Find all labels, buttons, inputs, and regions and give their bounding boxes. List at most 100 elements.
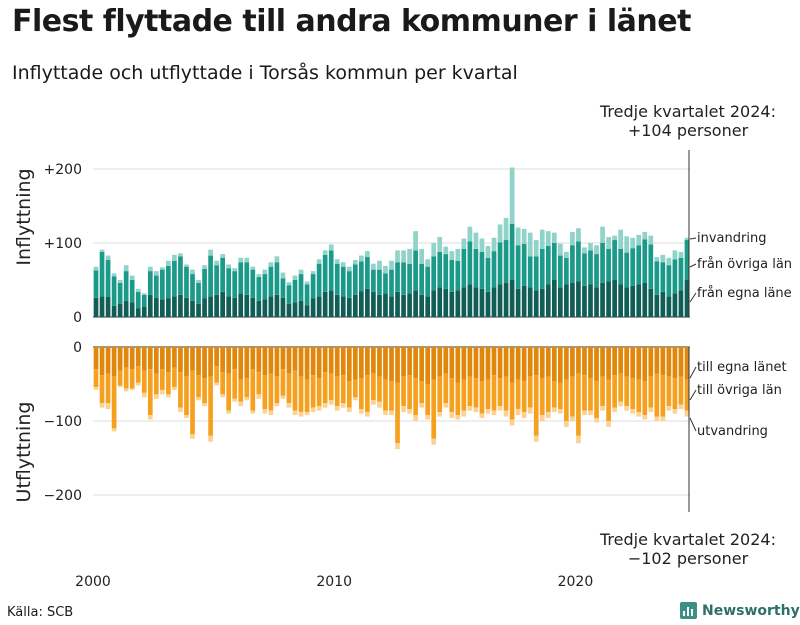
outflow-bar — [298, 412, 304, 417]
inflow-bar — [606, 281, 611, 317]
inflow-bar — [250, 266, 256, 270]
outflow-bar — [455, 382, 461, 416]
inflow-bar — [672, 293, 678, 317]
inflow-bar — [642, 231, 648, 240]
outflow-bar — [666, 406, 672, 411]
outflow-bar — [419, 403, 424, 408]
inflow-bar — [491, 251, 497, 288]
inflow-bar — [352, 294, 358, 317]
outflow-bar — [401, 347, 406, 377]
outflow-bar — [413, 347, 418, 379]
outflow-bar — [190, 370, 195, 435]
outflow-bar — [220, 372, 225, 395]
inflow-bar — [334, 263, 340, 295]
outflow-bar — [190, 347, 195, 371]
outflow-bar — [208, 376, 213, 436]
inflow-bar — [551, 280, 557, 317]
outflow-bar — [286, 373, 292, 404]
inflow-bar — [401, 250, 406, 263]
inflow-bar — [564, 251, 569, 258]
inflow-bar — [630, 285, 636, 317]
inflow-bar — [135, 291, 141, 309]
inflow-bar — [160, 267, 165, 270]
inflow-bar — [533, 290, 539, 317]
inflow-bar — [443, 288, 449, 317]
inflow-bar — [413, 290, 418, 317]
inflow-bar — [509, 280, 515, 317]
outflow-bar — [238, 401, 244, 407]
inflow-bar — [129, 280, 135, 303]
inflow-bar — [340, 296, 346, 317]
inflow-bar — [304, 281, 310, 285]
inflow-bar — [346, 266, 352, 272]
inflow-bar — [618, 248, 623, 285]
x-tick-label: 2000 — [75, 574, 111, 590]
outflow-bar — [365, 412, 370, 417]
outflow-bar — [407, 409, 412, 414]
inflow-bar — [648, 288, 654, 317]
inflow-bar — [123, 265, 129, 272]
outflow-bar — [238, 379, 244, 402]
inflow-bar — [226, 296, 232, 317]
outflow-bar — [672, 347, 678, 379]
outflow-bar — [630, 378, 636, 410]
inflow-bar — [509, 167, 515, 224]
inflow-bar — [618, 284, 623, 317]
outflow-bar — [292, 347, 298, 371]
outflow-bar — [208, 435, 213, 442]
inflow-bar — [262, 269, 268, 275]
outflow-bar — [588, 347, 593, 379]
outflow-bar — [316, 347, 322, 379]
outflow-bar — [202, 403, 207, 407]
inflow-bar — [178, 256, 183, 295]
inflow-bar — [328, 250, 334, 291]
inflow-bar — [196, 303, 201, 317]
outflow-bar — [371, 347, 376, 374]
outflow-bar — [172, 347, 177, 368]
inflow-bar — [389, 269, 394, 297]
inflow-bar — [527, 256, 533, 288]
outflow-bar — [226, 373, 232, 411]
inflow-bar — [202, 265, 207, 269]
inflow-bar — [238, 293, 244, 317]
inflow-bar — [346, 297, 352, 317]
inflow-bar — [359, 291, 364, 317]
inflow-bar — [256, 277, 262, 301]
outflow-bar — [672, 409, 678, 414]
inflow-bar — [334, 259, 340, 264]
outflow-bar — [286, 347, 292, 374]
outflow-bar — [371, 373, 376, 401]
outflow-bar — [147, 369, 153, 416]
inflow-tick-label: +200 — [44, 162, 82, 178]
inflow-bar — [636, 245, 642, 285]
outflow-bar — [334, 347, 340, 377]
inflow-bar — [274, 262, 280, 295]
inflow-bar — [443, 254, 449, 289]
inflow-bar — [208, 255, 213, 297]
outflow-bar — [166, 372, 171, 395]
outflow-bars — [93, 347, 690, 450]
outflow-bar — [99, 347, 105, 376]
outflow-bar — [636, 412, 642, 417]
outflow-bar — [383, 379, 388, 411]
inflow-bar — [407, 248, 412, 264]
inflow-bar — [286, 285, 292, 304]
inflow-bar — [322, 254, 328, 292]
outflow-bar — [461, 347, 467, 380]
outflow-bar — [383, 347, 388, 380]
outflow-bar — [648, 407, 654, 413]
outflow-bar — [232, 347, 238, 370]
inflow-bar — [545, 231, 551, 246]
outflow-bar — [461, 379, 467, 411]
inflow-bar — [166, 298, 171, 317]
inflow-bar — [292, 275, 298, 280]
outflow-bar — [196, 347, 201, 376]
inflow-bar — [256, 274, 262, 278]
inflow-bar — [268, 262, 274, 267]
inflow-bar — [570, 282, 575, 317]
inflow-bar — [612, 280, 617, 317]
outflow-bar — [467, 406, 473, 411]
inflow-bar — [660, 262, 666, 292]
outflow-bar — [666, 376, 672, 407]
inflow-bar — [105, 260, 111, 298]
